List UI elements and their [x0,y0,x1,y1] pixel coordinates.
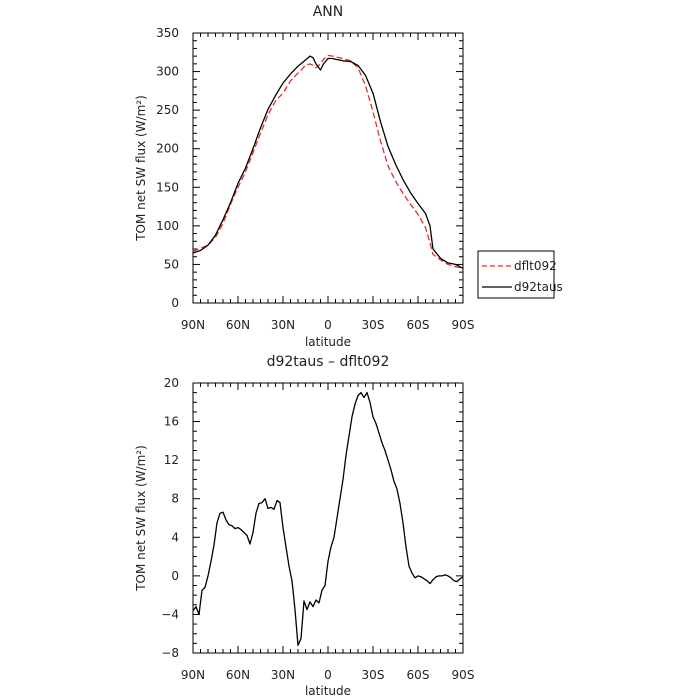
x-tick-label: 60S [407,668,430,682]
legend-label-dflt092: dflt092 [514,259,557,273]
x-tick-label: 30N [271,668,295,682]
difference-chart-xlabel: latitude [305,684,351,698]
x-tick-label: 0 [324,668,332,682]
legend: dflt092 d92taus [477,250,563,299]
flux-chart-panel: ANN TOM net SW flux (W/m²) latitude 90N 6… [134,4,474,349]
y-tick-label: 20 [164,376,179,390]
x-tick-label: 90S [452,318,475,332]
y-tick-label: −8 [161,646,179,660]
x-tick-label: 30S [362,318,385,332]
legend-label-d92taus: d92taus [514,280,563,294]
y-tick-label: 8 [171,492,179,506]
y-tick-label: 150 [156,180,179,194]
difference-chart-plot-area [192,382,464,654]
y-tick-label: 300 [156,65,179,79]
x-tick-label: 60N [226,318,250,332]
y-tick-label: 4 [171,530,179,544]
x-tick-label: 90S [452,668,475,682]
flux-chart-plot-area [192,32,464,304]
difference-chart-panel: d92taus – dflt092 TOM net SW flux (W/m²)… [134,354,474,698]
x-tick-label: 30N [271,318,295,332]
dflt092-line [192,54,464,269]
y-tick-label: 0 [171,296,179,310]
flux-chart-ylabel: TOM net SW flux (W/m²) [134,95,148,242]
x-tick-label: 30S [362,668,385,682]
y-tick-label: −4 [161,607,179,621]
difference-chart-ylabel: TOM net SW flux (W/m²) [134,445,148,592]
x-tick-label: 90N [181,668,205,682]
y-tick-label: 350 [156,26,179,40]
difference-chart-title: d92taus – dflt092 [267,354,390,370]
x-tick-label: 60S [407,318,430,332]
y-tick-label: 16 [164,415,179,429]
d92taus-line [192,55,464,269]
y-tick-label: 200 [156,142,179,156]
flux-chart-xlabel: latitude [305,335,351,349]
y-tick-label: 12 [164,453,179,467]
y-tick-label: 100 [156,219,179,233]
flux-chart-title: ANN [313,4,344,20]
x-tick-label: 60N [226,668,250,682]
y-tick-label: 0 [171,569,179,583]
y-tick-label: 250 [156,103,179,117]
y-tick-label: 50 [164,257,179,271]
legend-box [477,250,555,299]
difference-line [192,391,464,646]
x-tick-label: 0 [324,318,332,332]
x-tick-label: 90N [181,318,205,332]
